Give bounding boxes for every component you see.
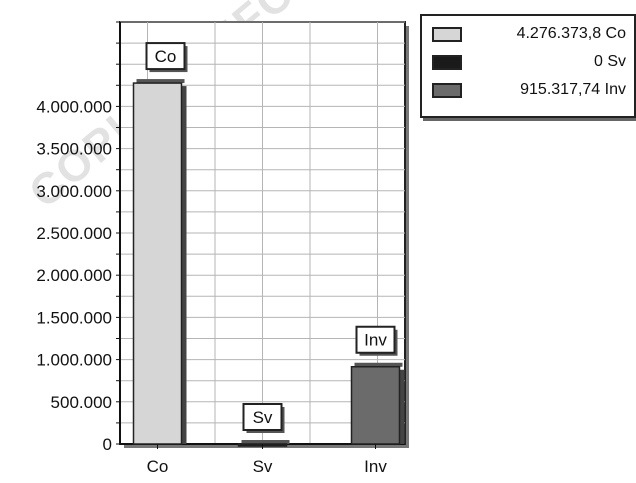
bar-inv: [350, 365, 401, 445]
legend-item-inv: 915.317,74 Inv: [432, 78, 626, 102]
y-tick-label: 4.000.000: [36, 97, 112, 116]
legend-swatch-sv: [432, 54, 462, 70]
legend-swatch-inv: [432, 82, 462, 98]
bar-side: [399, 369, 405, 444]
y-tick-label: 3.500.000: [36, 140, 112, 159]
x-tick-label: Sv: [253, 457, 273, 476]
bar-top: [241, 440, 290, 444]
y-tick-label: 2.500.000: [36, 224, 112, 243]
x-tick-label: Inv: [364, 457, 387, 476]
bar-top: [136, 79, 185, 84]
y-tick-label: 2.000.000: [36, 266, 112, 285]
y-tick-label: 3.000.000: [36, 182, 112, 201]
data-label-box: [242, 403, 283, 431]
x-tick-label: Co: [147, 457, 169, 476]
data-label-box: [145, 42, 186, 71]
bar-co: [132, 82, 183, 445]
legend-item-sv: 0 Sv: [432, 50, 626, 74]
data-label-box: [355, 325, 396, 354]
y-tick-label: 1.500.000: [36, 308, 112, 327]
y-tick-label: 500.000: [51, 393, 112, 412]
legend-label-inv: 915.317,74 Inv: [520, 81, 626, 98]
bar-side: [181, 86, 187, 445]
data-label: Co: [155, 47, 177, 66]
legend-item-co: 4.276.373,8 Co: [432, 22, 626, 46]
legend-label-co: 4.276.373,8 Co: [516, 25, 626, 42]
y-tick-label: 0: [103, 435, 112, 454]
chart-legend: 4.276.373,8 Co 0 Sv 915.317,74 Inv: [420, 14, 636, 118]
data-label: Inv: [364, 331, 387, 350]
bar-top: [354, 362, 403, 367]
legend-label-sv: 0 Sv: [593, 53, 626, 70]
data-label: Sv: [253, 408, 273, 427]
y-tick-label: 1.000.000: [36, 351, 112, 370]
legend-swatch-co: [432, 26, 462, 42]
